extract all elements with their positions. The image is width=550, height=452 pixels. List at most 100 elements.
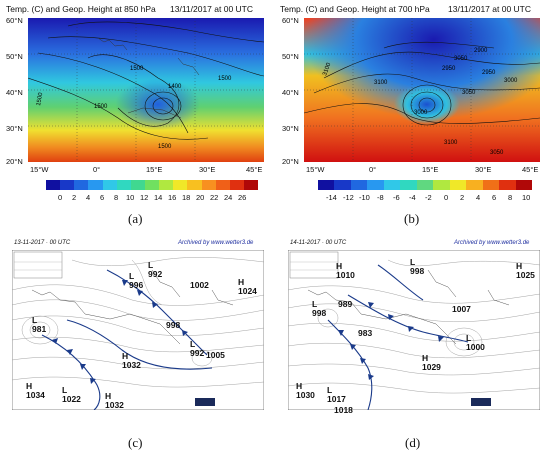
colorbar-tick: 24 [224,193,233,202]
colorbar-tick: 18 [182,193,191,202]
pressure-label: H 1025 [516,261,535,280]
lon-label: 30°E [475,165,492,174]
lat-label: 30°N [6,124,23,133]
panel-c-synoptic-chart [12,250,264,410]
colorbar-tick: -6 [393,193,400,202]
caption-d: (d) [405,435,421,450]
panel-b-map: 3100 3050 2900 2950 2950 3000 3050 3100 … [304,18,540,162]
contour-label: 2950 [482,70,496,76]
pressure-label: L 998 [410,257,425,276]
pressure-label: L 1000 [466,333,485,352]
colorbar-tick: 8 [114,193,119,202]
colorbar-tick: 20 [196,193,205,202]
caption-b: (b) [404,211,420,226]
lat-label: 60°N [282,16,299,25]
colorbar-tick: -8 [377,193,384,202]
panel-a-map: 1500 1500 1500 1500 1500 1400 [28,18,264,162]
lon-label: 45°E [522,165,539,174]
contour-label: 3050 [454,56,468,62]
lon-label: 15°E [422,165,439,174]
contour-label: 1500 [36,92,44,107]
panel-b-title: Temp. (C) and Geop. Height at 700 hPa [280,4,430,14]
lon-label: 15°E [146,165,163,174]
lon-label: 0° [369,165,377,174]
contour-label: 1400 [168,84,182,90]
lon-label: 15°W [30,165,49,174]
panel-c-header: 13-11-2017 · 00 UTC [14,240,71,246]
pressure-label: H 1010 [336,261,355,280]
pressure-label: L 998 [312,299,327,318]
colorbar-tick: 0 [58,193,63,202]
contour-label: 3050 [462,90,476,96]
lon-label: 30°E [199,165,216,174]
colorbar-tick: 6 [492,193,497,202]
colorbar-tick: 2 [460,193,465,202]
pressure-label: 998 [166,320,181,330]
contour-label: 3000 [414,110,428,116]
colorbar-tick: 4 [476,193,481,202]
pressure-label: L 992 [190,339,205,358]
panel-a-title: Temp. (C) and Geop. Height at 850 hPa [6,4,156,14]
colorbar-tick: 2 [72,193,77,202]
caption-c: (c) [128,435,143,450]
panel-d-synoptic-chart [288,250,540,410]
contour-label: 1500 [218,76,232,82]
pressure-label: L 996 [129,271,144,290]
panel-d-archive: Archived by www.wetter3.de [454,240,530,246]
metoffice-logo [471,398,491,406]
panel-c: 13-11-2017 · 00 UTC Archived by www.wett… [0,236,272,452]
pressure-label: 983 [358,328,373,338]
colorbar-tick: 10 [522,193,531,202]
pressure-label: 1018 [334,405,353,415]
colorbar-tick: -2 [425,193,432,202]
metoffice-logo [195,398,215,406]
colorbar-tick: 14 [154,193,163,202]
pressure-label: H 1030 [296,381,315,400]
pressure-label: L 1022 [62,385,81,404]
contour-label: 3100 [444,140,458,146]
lon-label: 15°W [306,165,325,174]
panel-c-archive: Archived by www.wetter3.de [178,240,254,246]
panel-b-colorbar [318,180,533,190]
lat-label: 50°N [6,52,23,61]
colorbar-tick: 16 [168,193,177,202]
pressure-label: H 1032 [105,391,124,410]
pressure-label: H 1024 [238,277,257,296]
colorbar-tick: 26 [238,193,247,202]
contour-label: 3100 [322,61,332,76]
contour-label: 2900 [474,48,488,54]
panel-a: Temp. (C) and Geop. Height at 850 hPa 13… [0,0,272,228]
lon-label: 0° [93,165,101,174]
colorbar-tick: -10 [359,193,370,202]
contour-label: 1500 [158,144,172,150]
caption-a: (a) [128,211,143,226]
colorbar-tick: 8 [508,193,513,202]
lat-label: 40°N [282,88,299,97]
pressure-label: 1005 [206,350,225,360]
contour-label: 3000 [504,78,518,84]
panel-d: 14-11-2017 · 00 UTC Archived by www.wett… [276,236,550,452]
colorbar-tick: -4 [409,193,416,202]
lat-label: 60°N [6,16,23,25]
contour-label: 3050 [490,150,504,156]
colorbar-tick: 0 [444,193,449,202]
pressure-label: H 1032 [122,351,141,370]
pressure-label: L 1017 [327,385,346,404]
pressure-label: H 1034 [26,381,45,400]
lat-label: 20°N [282,157,299,166]
lat-label: 20°N [6,157,23,166]
colorbar-tick: 12 [140,193,149,202]
panel-a-date: 13/11/2017 at 00 UTC [170,4,254,14]
pressure-label: L 981 [32,315,47,334]
pressure-label: 1002 [190,280,209,290]
colorbar-tick: -14 [326,193,337,202]
pressure-label: L 992 [148,260,163,279]
pressure-label: H 1029 [422,353,441,372]
lat-label: 40°N [6,88,23,97]
colorbar-tick: -12 [343,193,354,202]
colorbar-tick: 22 [210,193,219,202]
lon-label: 45°E [246,165,263,174]
lat-label: 50°N [282,52,299,61]
panel-b: Temp. (C) and Geop. Height at 700 hPa 13… [276,0,550,228]
pressure-label: 1007 [452,304,471,314]
